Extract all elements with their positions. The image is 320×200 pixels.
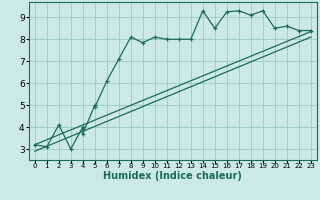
X-axis label: Humidex (Indice chaleur): Humidex (Indice chaleur)	[103, 171, 242, 181]
